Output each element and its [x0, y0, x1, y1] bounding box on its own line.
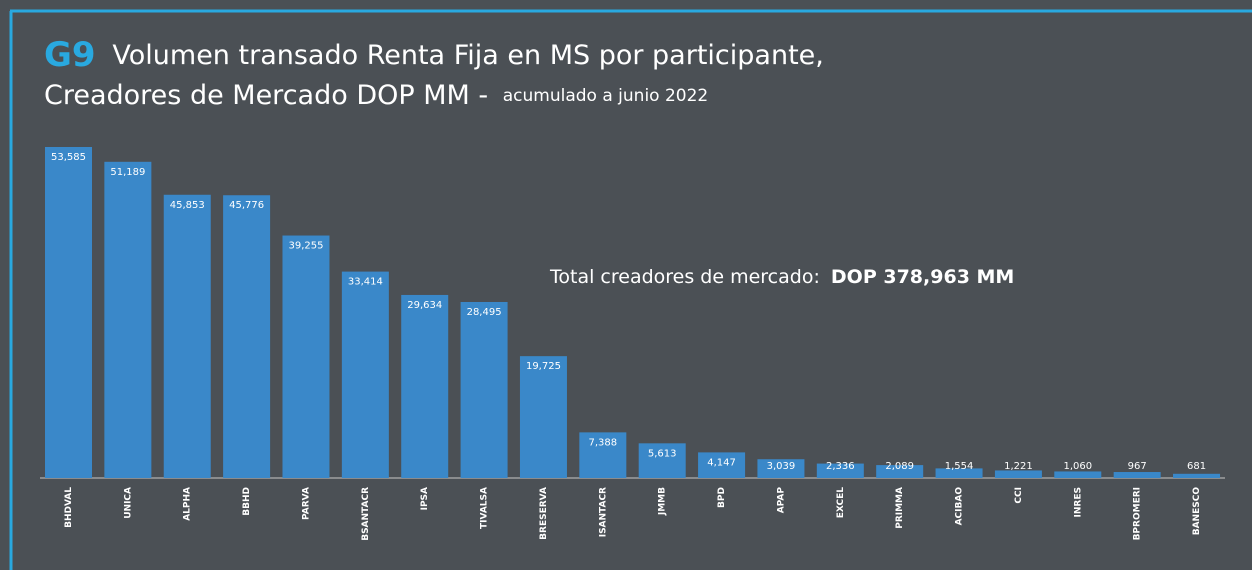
bar — [994, 470, 1042, 478]
value-label: 28,495 — [467, 307, 502, 318]
value-label: 3,039 — [767, 461, 796, 472]
bar — [341, 271, 389, 478]
subtitle: acumulado a junio 2022 — [503, 86, 709, 106]
value-label: 967 — [1128, 461, 1147, 472]
x-tick-label: BPROMERI — [1133, 487, 1143, 540]
title: G9 Volumen transado Renta Fija en MS por… — [44, 35, 824, 75]
value-label: 39,255 — [288, 241, 323, 252]
value-label: 681 — [1187, 461, 1206, 472]
title-text: Volumen transado Renta Fija en MS por pa… — [112, 40, 823, 71]
bar — [638, 443, 686, 478]
bar — [45, 147, 92, 478]
x-tick-label: ALPHA — [183, 487, 193, 521]
x-tick-label: PRIMMA — [895, 487, 905, 529]
bar — [223, 195, 271, 478]
x-tick-label: IPSA — [420, 487, 430, 510]
annotation-label: Total creadores de mercado: — [549, 266, 820, 288]
bar — [757, 459, 805, 478]
x-tick-label: BPD — [717, 487, 727, 508]
bar — [935, 468, 983, 478]
bar — [876, 465, 924, 478]
value-label: 45,776 — [229, 200, 264, 211]
value-label: 33,414 — [348, 277, 383, 288]
x-tick-label: JMMB — [658, 487, 668, 516]
value-label: 19,725 — [526, 361, 561, 372]
title-line2-text: Creadores de Mercado DOP MM - — [44, 80, 488, 111]
bar — [816, 463, 864, 478]
x-tick-label: BANESCO — [1192, 487, 1202, 536]
value-label: 4,147 — [707, 457, 736, 468]
value-label: 45,853 — [170, 200, 205, 211]
x-tick-label: EXCEL — [836, 487, 846, 519]
value-label: 1,221 — [1004, 461, 1033, 472]
bar — [1054, 471, 1102, 478]
value-label: 53,585 — [51, 152, 86, 163]
bar — [401, 294, 449, 478]
annotation: Total creadores de mercado: DOP 378,963 … — [549, 266, 1014, 288]
x-tick-label: ACIBAO — [955, 487, 965, 526]
x-tick-label: INRES — [1073, 487, 1083, 517]
x-tick-label: PARVA — [301, 487, 311, 520]
x-tick-label: BBHD — [242, 487, 252, 516]
bar — [519, 356, 567, 478]
value-label: 29,634 — [407, 300, 442, 311]
bar — [1173, 473, 1221, 478]
x-tick-label: APAP — [776, 487, 786, 514]
value-label: 5,613 — [648, 448, 677, 459]
x-tick-label: UNICA — [123, 487, 133, 519]
value-label: 2,336 — [826, 461, 855, 472]
bar — [460, 301, 508, 478]
value-label: 51,189 — [110, 167, 145, 178]
value-label: 1,060 — [1063, 461, 1092, 472]
bar — [163, 194, 211, 478]
value-label: 2,089 — [885, 461, 914, 472]
x-tick-label: BRESERVA — [539, 487, 549, 540]
x-tick-label: TIVALSA — [480, 487, 490, 529]
x-tick-label: BHDVAL — [64, 487, 74, 528]
bar — [1113, 472, 1161, 478]
bar — [282, 235, 330, 478]
bar — [579, 432, 627, 478]
x-tick-label: BSANTACR — [361, 487, 371, 541]
title-prefix: G9 — [44, 35, 96, 75]
annotation-value: DOP 378,963 MM — [831, 266, 1014, 288]
value-label: 7,388 — [589, 437, 618, 448]
bar — [104, 161, 152, 478]
x-tick-label: ISANTACR — [598, 487, 608, 537]
bar — [698, 452, 746, 478]
value-label: 1,554 — [945, 461, 974, 472]
title-line2: Creadores de Mercado DOP MM - acumulado … — [44, 80, 708, 111]
x-tick-label: CCI — [1014, 487, 1024, 504]
